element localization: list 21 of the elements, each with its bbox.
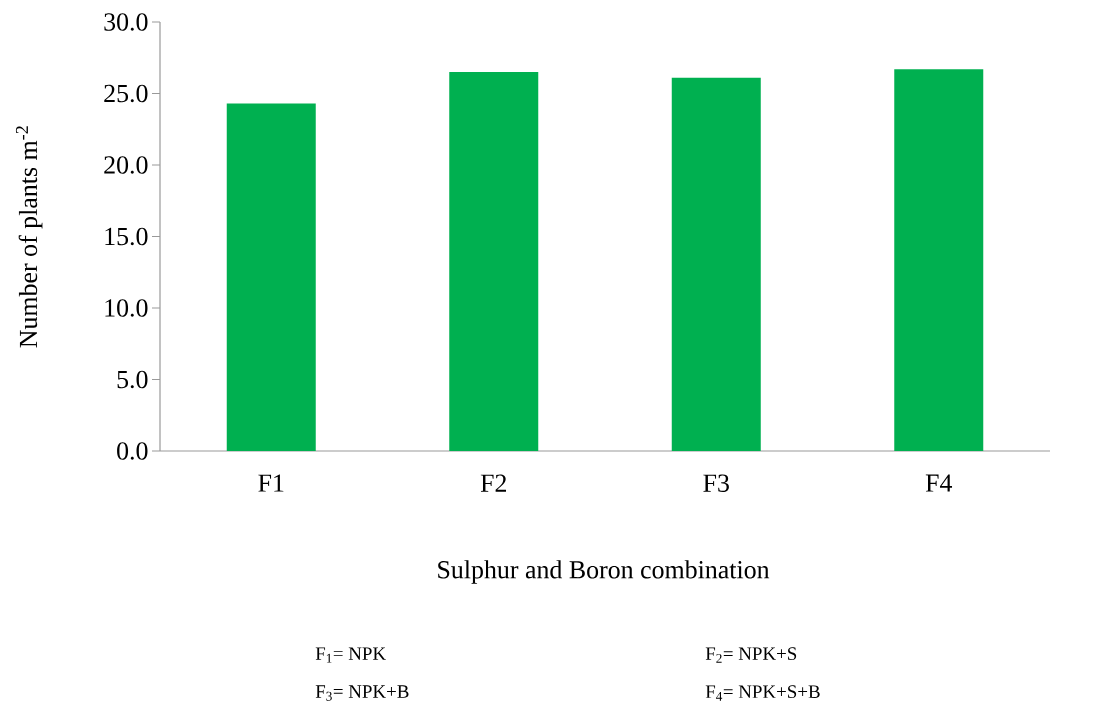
y-tick-label: 30.0 <box>104 13 148 31</box>
x-tick-label: F4 <box>925 474 953 492</box>
x-tick-label: F3 <box>703 474 729 492</box>
y-tick-label: 10.0 <box>105 299 148 317</box>
x-tick-label: F1 <box>258 474 284 492</box>
bar <box>449 72 539 451</box>
y-tick-label: 5.0 <box>117 370 148 389</box>
x-tick-label: F2 <box>480 474 507 492</box>
x-axis-title: Sulphur and Boron combination <box>438 560 770 584</box>
y-axis-title: Number of plants m$^{-2}$ <box>15 126 43 348</box>
text: F$_{2}$= NPK+S <box>705 647 797 663</box>
y-tick-label: 25.0 <box>104 84 148 103</box>
text: F$_{4}$= NPK+S+B <box>705 685 820 701</box>
y-tick-label: 0.0 <box>117 442 148 460</box>
text: F$_{1}$= NPK <box>315 647 386 663</box>
y-tick-label: 15.0 <box>105 227 148 246</box>
bar <box>671 77 761 451</box>
y-tick-label: 20.0 <box>104 156 148 174</box>
bar <box>894 69 984 451</box>
text: F$_{3}$= NPK+B <box>315 685 409 701</box>
bar <box>226 103 316 451</box>
